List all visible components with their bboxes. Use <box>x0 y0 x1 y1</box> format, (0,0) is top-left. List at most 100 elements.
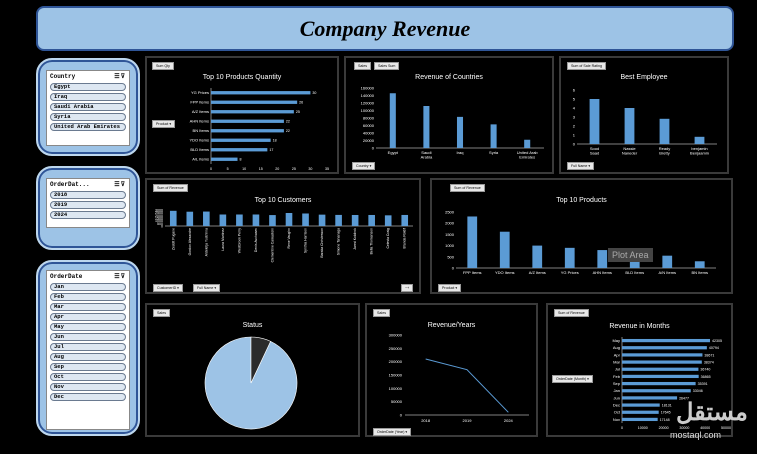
data-label: 26477 <box>679 396 689 400</box>
bar <box>622 410 659 414</box>
field-button-fullname-filter[interactable]: Full Name ▾ <box>193 284 221 292</box>
x-tick-label: Simone Tananaga <box>337 228 341 255</box>
bar <box>532 245 543 268</box>
slicer-item-united-arab-emirates[interactable]: United Arab Emirates <box>50 123 126 131</box>
field-button-fullname-filter[interactable]: Full Name ▾ <box>567 162 595 170</box>
clear-filter-icon[interactable]: ⊽ <box>120 72 126 80</box>
x-tick-label: Jared Koldirok <box>353 228 357 250</box>
slicer-item-syria[interactable]: Syria <box>50 113 126 121</box>
x-tick-label: Laura Martinez <box>221 228 225 251</box>
chart-title: Best Employee <box>620 74 668 81</box>
slicer-item-egypt[interactable]: Egypt <box>50 83 126 91</box>
field-button-sale-rating[interactable]: Sum of Sale Rating <box>567 62 606 70</box>
slicer-item-iraq[interactable]: Iraq <box>50 93 126 101</box>
y-tick-label: Aug <box>613 345 620 350</box>
bar <box>389 93 396 148</box>
multi-select-icon[interactable]: ☰ <box>114 180 121 188</box>
field-button-country-filter[interactable]: Country ▾ <box>352 162 376 170</box>
bar <box>384 215 392 226</box>
y-tick-label: Oct <box>614 410 621 415</box>
y-tick-label: AHN Items <box>190 119 209 124</box>
y-tick-label: Nov <box>613 417 620 422</box>
country-slicer-title: Country <box>50 72 76 80</box>
bar <box>694 261 705 268</box>
data-label: 17645 <box>661 411 671 415</box>
field-button-sum-revenue[interactable]: Sum of Revenue <box>153 184 188 192</box>
x-tick-label: 40000 <box>700 426 710 430</box>
slicer-item-saudi-arabia[interactable]: Saudi Arabia <box>50 103 126 111</box>
y-tick-label: 150000 <box>389 373 403 378</box>
data-label: 38374 <box>704 360 714 364</box>
field-button-sales[interactable]: Sales <box>354 62 371 70</box>
data-label: 18 <box>273 139 277 143</box>
data-label: 17148 <box>660 418 670 422</box>
slicer-item-may[interactable]: May <box>50 323 126 331</box>
x-tick-label: Synthia Harrison <box>304 228 308 253</box>
slicer-item-2024[interactable]: 2024 <box>50 211 126 219</box>
bar <box>252 214 260 226</box>
chart-title: Revenue of Countries <box>415 74 483 81</box>
field-button-year-filter[interactable]: OrderDate (Year) ▾ <box>373 428 412 436</box>
x-tick-label: Naneder <box>622 151 638 156</box>
slicer-item-jan[interactable]: Jan <box>50 283 126 291</box>
field-button-sum-qty[interactable]: Sum Qty <box>152 62 174 70</box>
slicer-item-oct[interactable]: Oct <box>50 373 126 381</box>
bar <box>211 157 238 161</box>
x-tick-label: 15 <box>259 167 263 171</box>
slicer-item-2018[interactable]: 2018 <box>50 191 126 199</box>
x-tick-label: Sood <box>590 146 599 151</box>
x-tick-label: 20000 <box>659 426 669 430</box>
y-tick-label: 2500 <box>155 211 163 215</box>
revenue-months-panel: Sum of Revenue Revenue in Months May 4230… <box>546 303 733 437</box>
y-tick-label: 200000 <box>389 359 403 364</box>
multi-select-icon[interactable]: ☰ <box>114 272 121 280</box>
x-tick-label: YDO Items <box>495 270 515 275</box>
country-slicer: Country ☰⊽ Egypt Iraq Saudi Arabia Syria Uni… <box>46 70 130 146</box>
slicer-item-aug[interactable]: Aug <box>50 353 126 361</box>
field-button-sum-revenue[interactable]: Sum of Revenue <box>450 184 485 192</box>
slicer-item-mar[interactable]: Mar <box>50 303 126 311</box>
y-tick-label: 4 <box>573 106 576 111</box>
series-line <box>425 358 509 413</box>
x-tick-label: 2018 <box>421 418 431 423</box>
slicer-item-2019[interactable]: 2019 <box>50 201 126 209</box>
clear-filter-icon[interactable]: ⊽ <box>120 272 126 280</box>
expand-button[interactable]: −+ <box>401 284 414 292</box>
y-tick-label: 6 <box>573 88 576 93</box>
x-tick-label: 2024 <box>504 418 514 423</box>
clear-filter-icon[interactable]: ⊽ <box>120 180 126 188</box>
y-tick-label: 0 <box>452 266 455 271</box>
y-tick-label: 140000 <box>361 93 375 98</box>
field-button-sales-sum[interactable]: Sales Sum <box>374 62 400 70</box>
y-tick-label: Jun <box>614 395 620 400</box>
bar <box>186 211 194 226</box>
data-label: 36740 <box>700 368 710 372</box>
slicer-item-dec[interactable]: Dec <box>50 393 126 401</box>
field-button-sales[interactable]: Sales <box>373 309 390 317</box>
bar <box>490 124 497 148</box>
slicer-item-jun[interactable]: Jun <box>50 333 126 341</box>
country-slicer-frame: Country ☰⊽ Egypt Iraq Saudi Arabia Syria Uni… <box>36 58 140 156</box>
field-button-month-filter[interactable]: OrderDate (Month) ▾ <box>552 375 593 383</box>
field-button-sum-revenue[interactable]: Sum of Revenue <box>554 309 589 317</box>
bar <box>401 214 409 226</box>
x-tick-label: 30000 <box>679 426 689 430</box>
field-button-product-filter[interactable]: Product ▾ <box>152 120 176 128</box>
slicer-item-feb[interactable]: Feb <box>50 293 126 301</box>
bar <box>269 215 276 226</box>
x-tick-label: 30 <box>308 167 312 171</box>
slicer-item-apr[interactable]: Apr <box>50 313 126 321</box>
bar <box>335 214 342 226</box>
y-tick-label: 0 <box>573 142 576 147</box>
y-tick-label: 80000 <box>363 116 375 121</box>
slicer-item-jul[interactable]: Jul <box>50 343 126 351</box>
field-button-sales[interactable]: Sales <box>153 309 170 317</box>
x-tick-label: Branda Roldif <box>403 228 407 249</box>
slicer-item-sep[interactable]: Sep <box>50 363 126 371</box>
field-button-customerid-filter[interactable]: CustomerID ▾ <box>153 284 183 292</box>
bar <box>211 91 311 95</box>
multi-select-icon[interactable]: ☰ <box>114 72 121 80</box>
slicer-item-nov[interactable]: Nov <box>50 383 126 391</box>
field-button-product-filter[interactable]: Product ▾ <box>438 284 462 292</box>
revenue-years-chart: 0 50000 100000 150000 200000 250000 300000 2018… <box>389 333 529 423</box>
